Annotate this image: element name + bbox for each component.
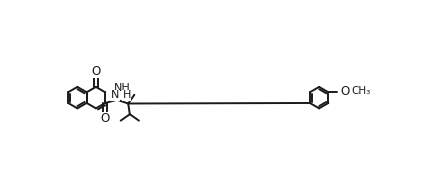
Text: H: H	[122, 90, 131, 100]
Text: NH: NH	[114, 83, 130, 93]
Text: O: O	[100, 112, 110, 125]
Text: N: N	[111, 90, 119, 100]
Text: O: O	[341, 85, 350, 98]
Text: CH₃: CH₃	[352, 86, 371, 96]
Text: O: O	[91, 65, 100, 78]
